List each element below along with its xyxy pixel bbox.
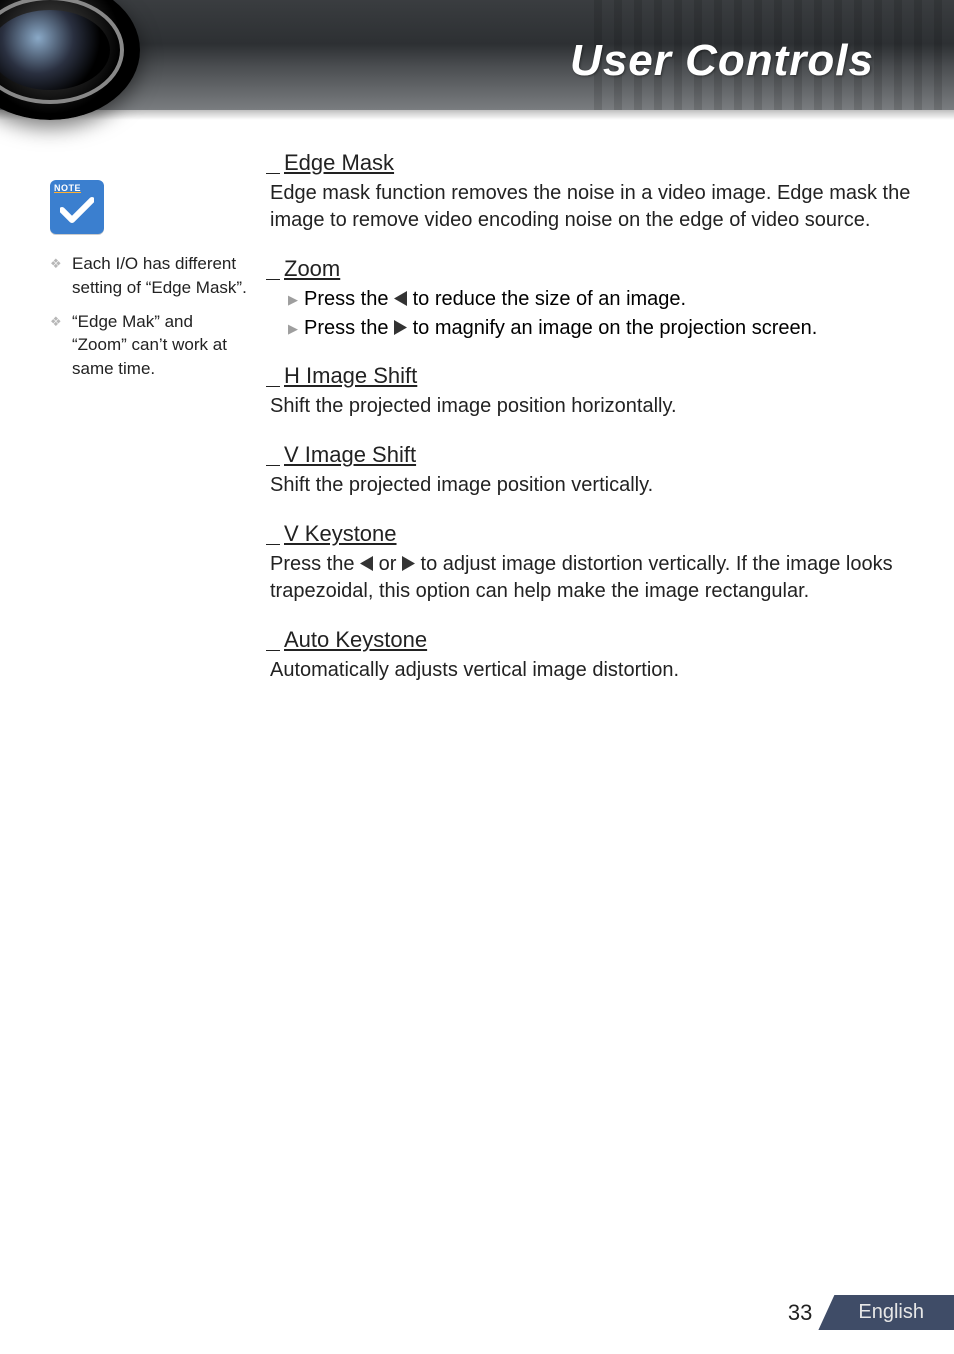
language-tab: English [818,1295,954,1330]
section-title: Auto Keystone [284,627,427,653]
header-shadow [0,110,954,120]
section-title: V Keystone [284,521,397,547]
note-list: ❖ Each I/O has different setting of “Edg… [50,252,250,381]
text-post: to magnify an image on the projection sc… [407,317,817,339]
arrow-right-icon [394,320,407,335]
section-body: Shift the projected image position horiz… [270,393,914,420]
note-badge-label: NOTE [54,183,81,193]
section-v-image-shift: V Image Shift Shift the projected image … [270,442,914,499]
note-text: “Edge Mak” and “Zoom” can’t work at same… [72,310,250,381]
zoom-item: ▶ Press the to magnify an image on the p… [288,317,914,342]
diamond-bullet-icon: ❖ [50,310,64,381]
triangle-bullet-icon: ▶ [288,317,298,342]
main-content: Edge Mask Edge mask function removes the… [270,150,914,684]
section-body: Automatically adjusts vertical image dis… [270,657,914,684]
page-footer: 33 English [788,1295,954,1330]
triangle-bullet-icon: ▶ [288,288,298,313]
arrow-right-icon [402,556,415,571]
page-header: User Controls [0,0,954,110]
section-title: Edge Mask [284,150,394,176]
arrow-left-icon [394,291,407,306]
section-body: Press the or to adjust image distortion … [270,551,914,605]
section-h-image-shift: H Image Shift Shift the projected image … [270,363,914,420]
note-badge: NOTE [50,180,104,234]
section-title: H Image Shift [284,363,417,389]
note-item: ❖ Each I/O has different setting of “Edg… [50,252,250,300]
text-pre: Press the [270,553,360,575]
note-text: Each I/O has different setting of “Edge … [72,252,250,300]
checkmark-icon [60,196,94,226]
text-post: to reduce the size of an image. [407,288,686,310]
section-title: V Image Shift [284,442,416,468]
page-number: 33 [788,1300,812,1326]
text-mid: or [373,553,402,575]
page-body: NOTE ❖ Each I/O has different setting of… [0,120,954,684]
text-pre: Press the [304,317,394,339]
section-auto-keystone: Auto Keystone Automatically adjusts vert… [270,627,914,684]
zoom-item-text: Press the to magnify an image on the pro… [304,317,817,340]
zoom-item-text: Press the to reduce the size of an image… [304,288,686,311]
zoom-list: ▶ Press the to reduce the size of an ima… [270,288,914,341]
note-item: ❖ “Edge Mak” and “Zoom” can’t work at sa… [50,310,250,381]
diamond-bullet-icon: ❖ [50,252,64,300]
sidebar-notes: NOTE ❖ Each I/O has different setting of… [50,180,250,391]
section-edge-mask: Edge Mask Edge mask function removes the… [270,150,914,234]
zoom-item: ▶ Press the to reduce the size of an ima… [288,288,914,313]
lens-decoration [0,0,140,120]
arrow-left-icon [360,556,373,571]
page-title: User Controls [570,36,874,86]
section-body: Edge mask function removes the noise in … [270,180,914,234]
text-pre: Press the [304,288,394,310]
section-v-keystone: V Keystone Press the or to adjust image … [270,521,914,605]
section-title: Zoom [284,256,340,282]
section-zoom: Zoom ▶ Press the to reduce the size of a… [270,256,914,341]
section-body: Shift the projected image position verti… [270,472,914,499]
